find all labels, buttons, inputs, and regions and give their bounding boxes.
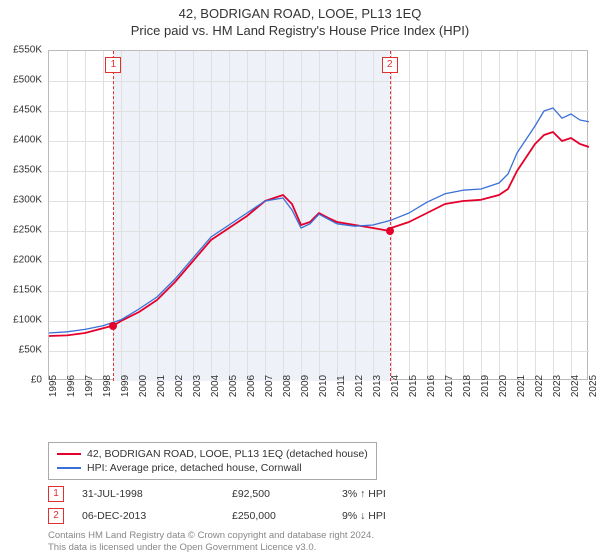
x-axis-label: 2011 [336,375,347,397]
legend-item: HPI: Average price, detached house, Corn… [57,461,368,475]
sale-row: 1 31-JUL-1998£92,5003% ↑ HPI [48,480,588,502]
x-axis-label: 2003 [192,375,203,397]
x-axis-label: 2016 [426,375,437,397]
y-axis-label: £400K [13,135,42,146]
x-axis-label: 2010 [318,375,329,397]
x-axis-label: 2006 [246,375,257,397]
x-axis-label: 2023 [552,375,563,397]
legend-label: 42, BODRIGAN ROAD, LOOE, PL13 1EQ (detac… [87,448,368,460]
x-axis-label: 2007 [264,375,275,397]
attribution-line2: This data is licensed under the Open Gov… [48,542,588,554]
x-axis-label: 1999 [120,375,131,397]
y-axis-label: £200K [13,255,42,266]
sale-date: 06-DEC-2013 [82,510,232,522]
x-axis-label: 2017 [444,375,455,397]
legend-swatch [57,467,81,469]
sale-price: £92,500 [232,488,342,500]
x-axis-label: 2021 [516,375,527,397]
sale-marker-dot [109,322,117,330]
sale-num-box: 1 [48,486,64,502]
x-axis-label: 2000 [138,375,149,397]
attribution-line1: Contains HM Land Registry data © Crown c… [48,530,588,542]
x-axis-label: 2009 [300,375,311,397]
x-axis-label: 2013 [372,375,383,397]
chart-container: 42, BODRIGAN ROAD, LOOE, PL13 1EQ Price … [0,0,600,560]
x-axis-label: 2008 [282,375,293,397]
legend-item: 42, BODRIGAN ROAD, LOOE, PL13 1EQ (detac… [57,447,368,461]
x-axis-label: 1997 [84,375,95,397]
sales-list: 1 31-JUL-1998£92,5003% ↑ HPI 2 06-DEC-2013£… [48,480,588,524]
sale-date: 31-JUL-1998 [82,488,232,500]
series-hpi [49,108,589,333]
x-axis-label: 1995 [48,375,59,397]
sale-price: £250,000 [232,510,342,522]
chart-area: 12 £0£50K£100K£150K£200K£250K£300K£350K£… [48,50,588,410]
sale-vline [390,51,391,381]
x-axis-label: 2015 [408,375,419,397]
y-axis-label: £250K [13,225,42,236]
x-axis-label: 2001 [156,375,167,397]
sale-row: 2 06-DEC-2013£250,0009% ↓ HPI [48,502,588,524]
x-axis-label: 1996 [66,375,77,397]
sale-num-box: 2 [48,508,64,524]
x-axis-label: 2005 [228,375,239,397]
x-axis-label: 2012 [354,375,365,397]
x-axis-label: 2024 [570,375,581,397]
legend-and-footer: 42, BODRIGAN ROAD, LOOE, PL13 1EQ (detac… [48,442,588,555]
y-axis-label: £450K [13,105,42,116]
x-axis-label: 2025 [588,375,599,397]
line-canvas [49,51,589,381]
x-axis-label: 2020 [498,375,509,397]
legend-label: HPI: Average price, detached house, Corn… [87,462,302,474]
y-axis-label: £300K [13,195,42,206]
sale-marker-box: 1 [105,57,121,73]
y-axis-label: £550K [13,45,42,56]
y-axis-label: £100K [13,315,42,326]
y-axis-label: £350K [13,165,42,176]
x-axis-label: 2019 [480,375,491,397]
x-axis-label: 2022 [534,375,545,397]
legend-box: 42, BODRIGAN ROAD, LOOE, PL13 1EQ (detac… [48,442,377,480]
x-axis-label: 2002 [174,375,185,397]
sale-vline [113,51,114,381]
legend-swatch [57,453,81,455]
x-axis-label: 2004 [210,375,221,397]
sale-diff: 9% ↓ HPI [342,510,386,522]
x-axis-label: 2018 [462,375,473,397]
y-axis-label: £0 [31,375,42,386]
attribution: Contains HM Land Registry data © Crown c… [48,524,588,555]
plot-region: 12 [48,50,588,380]
sale-marker-dot [386,227,394,235]
y-axis-label: £50K [19,345,42,356]
x-axis-label: 2014 [390,375,401,397]
sale-diff: 3% ↑ HPI [342,488,386,500]
y-axis-label: £150K [13,285,42,296]
chart-title: 42, BODRIGAN ROAD, LOOE, PL13 1EQ [0,0,600,21]
series-price_paid [49,132,589,336]
x-axis-label: 1998 [102,375,113,397]
chart-subtitle: Price paid vs. HM Land Registry's House … [0,21,600,42]
sale-marker-box: 2 [382,57,398,73]
y-axis-label: £500K [13,75,42,86]
